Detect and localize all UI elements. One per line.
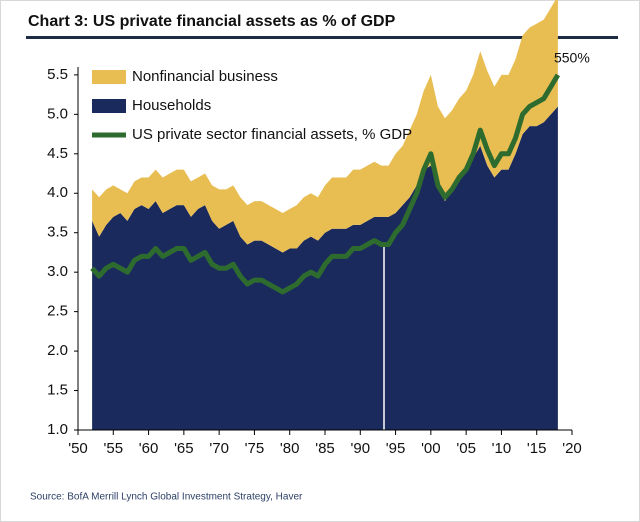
x-tick-label: '50 [68, 440, 88, 457]
source: Source: BofA Merrill Lynch Global Invest… [30, 492, 303, 503]
plot: 550% 1.0 1.5 2.0 2.5 3.0 3.5 4.0 4.5 5.0 5.5 '50 '55… [47, 0, 590, 457]
x-tick-label: '05 [456, 440, 476, 457]
y-tick-label: 4.5 [47, 145, 68, 162]
legend-label: Nonfinancial business [132, 68, 278, 85]
x-tick-label: '65 [174, 440, 194, 457]
legend-swatch [92, 70, 126, 84]
x-tick-label: '00 [421, 440, 441, 457]
x-tick-label: '55 [104, 440, 124, 457]
x-tick-label: '10 [492, 440, 512, 457]
y-tick-label: 5.0 [47, 105, 68, 122]
y-tick-label: 1.0 [47, 421, 68, 438]
x-tick-label: '85 [315, 440, 335, 457]
legend-label: Households [132, 97, 211, 114]
title-rule [26, 36, 618, 39]
annotation: 550% [554, 50, 590, 66]
x-tick-label: '75 [245, 440, 265, 457]
y-tick-label: 5.5 [47, 66, 68, 83]
y-tick-label: 3.5 [47, 224, 68, 241]
x-tick-label: '80 [280, 440, 300, 457]
y-tick-label: 3.0 [47, 263, 68, 280]
x-tick-label: '70 [209, 440, 229, 457]
x-tick-label: '90 [351, 440, 371, 457]
y-tick-label: 1.5 [47, 382, 68, 399]
y-tick-label: 4.0 [47, 184, 68, 201]
line [90, 73, 561, 295]
y-tick-label: 2.5 [47, 303, 68, 320]
x-tick-label: '15 [527, 440, 547, 457]
x-tick-label: '20 [562, 440, 582, 457]
x-tick-label: '60 [139, 440, 159, 457]
legend-label: US private sector financial assets, % GD… [132, 126, 412, 143]
y-tick-label: 2.0 [47, 342, 68, 359]
x-tick-label: '95 [386, 440, 406, 457]
chart-title: Chart 3: US private financial assets as … [28, 13, 396, 30]
legend-swatch [92, 99, 126, 113]
